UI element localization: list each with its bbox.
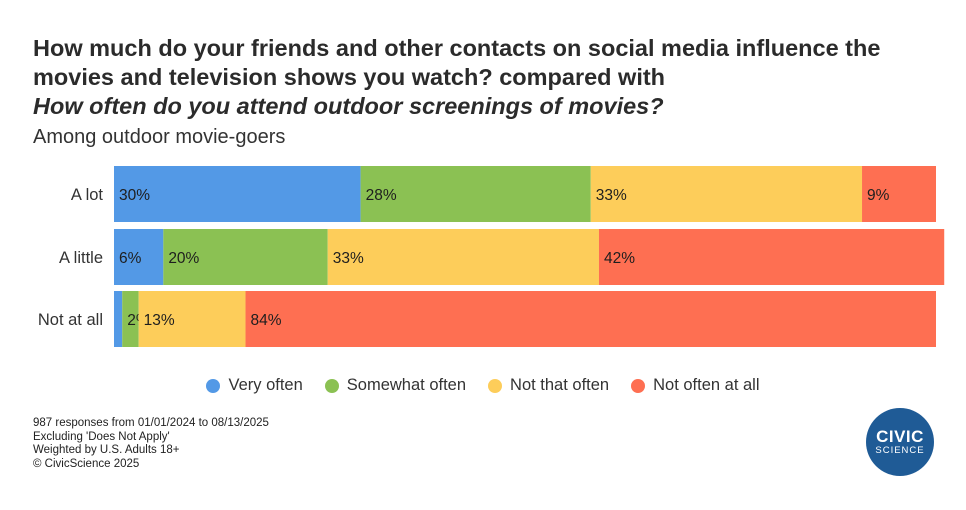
data-label: 9% [867,187,890,204]
title-question-1: How much do your friends and other conta… [33,35,881,90]
data-label: 30% [119,187,150,204]
bar-segment [590,166,863,222]
logo-text-civic: CIVIC [876,427,924,446]
footnote-responses: 987 responses from 01/01/2024 to 08/13/2… [33,417,269,429]
legend-swatch [488,378,503,393]
data-label: 84% [251,312,282,329]
bar-segment [122,291,139,347]
bar-segment [360,166,591,222]
data-label: 20% [168,250,199,267]
bar-segment [114,291,123,347]
logo-text-science: SCIENCE [875,445,925,456]
legend-swatch [206,378,221,393]
bar-segment [327,229,599,285]
legend: Very often Somewhat often Not that often No… [0,376,966,395]
civicscience-logo: CIVIC SCIENCE [866,408,934,476]
footnote-copyright: © CivicScience 2025 [33,457,140,470]
category-label: A lot [71,186,104,204]
legend-item: Not often at all [631,376,760,395]
footnote-excluding: Excluding 'Does Not Apply' [33,430,170,443]
legend-label: Very often [228,376,303,394]
data-label: 33% [333,250,364,267]
footnotes: 987 responses from 01/01/2024 to 08/13/2… [33,417,269,471]
data-label: 33% [596,187,627,204]
bar-segment [598,229,945,285]
bar-segment [862,166,936,222]
bar-segment [114,229,164,285]
footnote-weighting: Weighted by U.S. Adults 18+ [33,444,180,457]
bar-segment [245,291,936,347]
bar-segment [138,291,246,347]
legend-swatch [631,378,646,393]
data-label: 42% [604,250,635,267]
chart-subtitle: Among outdoor movie-goers [33,126,286,148]
legend-label: Not that often [510,376,610,394]
data-label: 13% [144,312,175,329]
data-label: 28% [366,187,397,204]
data-label: 6% [119,250,142,267]
legend-label: Not often at all [653,376,760,394]
category-label: Not at all [38,311,103,329]
legend-item: Not that often [488,376,609,395]
legend-swatch [324,378,339,393]
legend-item: Very often [206,376,303,395]
stacked-bar-chart: A lot 30% 28% 33% 9% A little 6% 20% 33% 42% Not a… [38,166,945,347]
chart-title: How much do your friends and other conta… [33,34,953,121]
category-label: A little [59,249,103,267]
legend-label: Somewhat often [346,376,467,394]
bar-segment [163,229,328,285]
bar-segment [114,166,361,222]
legend-item: Somewhat often [324,376,467,395]
title-question-2: How often do you attend outdoor screenin… [33,93,664,119]
